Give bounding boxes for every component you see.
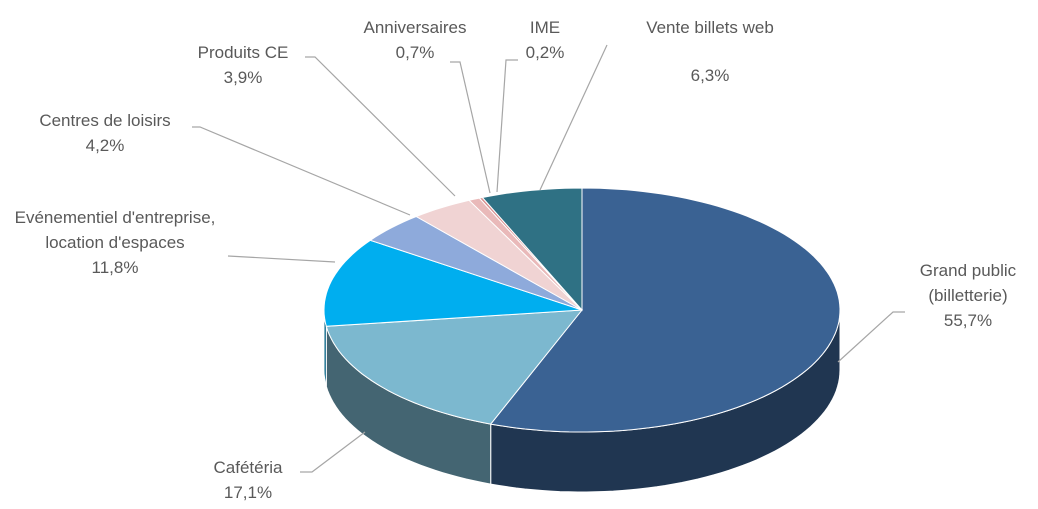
category-label: Centres de loisirs bbox=[39, 111, 171, 130]
value-label: 17,1% bbox=[223, 483, 273, 502]
value-label: 0,2% bbox=[525, 43, 565, 62]
value-label: 3,9% bbox=[223, 68, 263, 87]
leader-line bbox=[496, 59, 518, 193]
leader-line bbox=[305, 56, 456, 197]
leader-line bbox=[539, 44, 608, 191]
value-label: 6,3% bbox=[690, 66, 730, 85]
slice bbox=[323, 239, 583, 327]
leader-line bbox=[227, 255, 336, 263]
value-label: 11,8% bbox=[91, 258, 139, 277]
leader-line bbox=[450, 61, 491, 194]
value-label: 55,7% bbox=[943, 311, 993, 330]
leader-line bbox=[300, 431, 366, 473]
slice bbox=[481, 187, 583, 312]
category-label: IME bbox=[529, 18, 561, 37]
category-label: Evénementiel d'entreprise, location d'es… bbox=[14, 208, 216, 252]
value-label: 0,7% bbox=[395, 43, 435, 62]
leader-line bbox=[192, 126, 411, 216]
category-label: Cafétéria bbox=[213, 458, 283, 477]
category-label: Produits CE bbox=[197, 43, 289, 62]
slice bbox=[369, 215, 583, 311]
slice bbox=[415, 199, 583, 311]
slice bbox=[325, 309, 584, 425]
category-label: Anniversaires bbox=[363, 18, 467, 37]
category-label: Grand public (billetterie) bbox=[919, 261, 1017, 305]
value-label: 4,2% bbox=[85, 136, 125, 155]
slice bbox=[489, 187, 841, 433]
leader-line bbox=[837, 311, 905, 363]
category-label: Vente billets web bbox=[646, 18, 774, 37]
